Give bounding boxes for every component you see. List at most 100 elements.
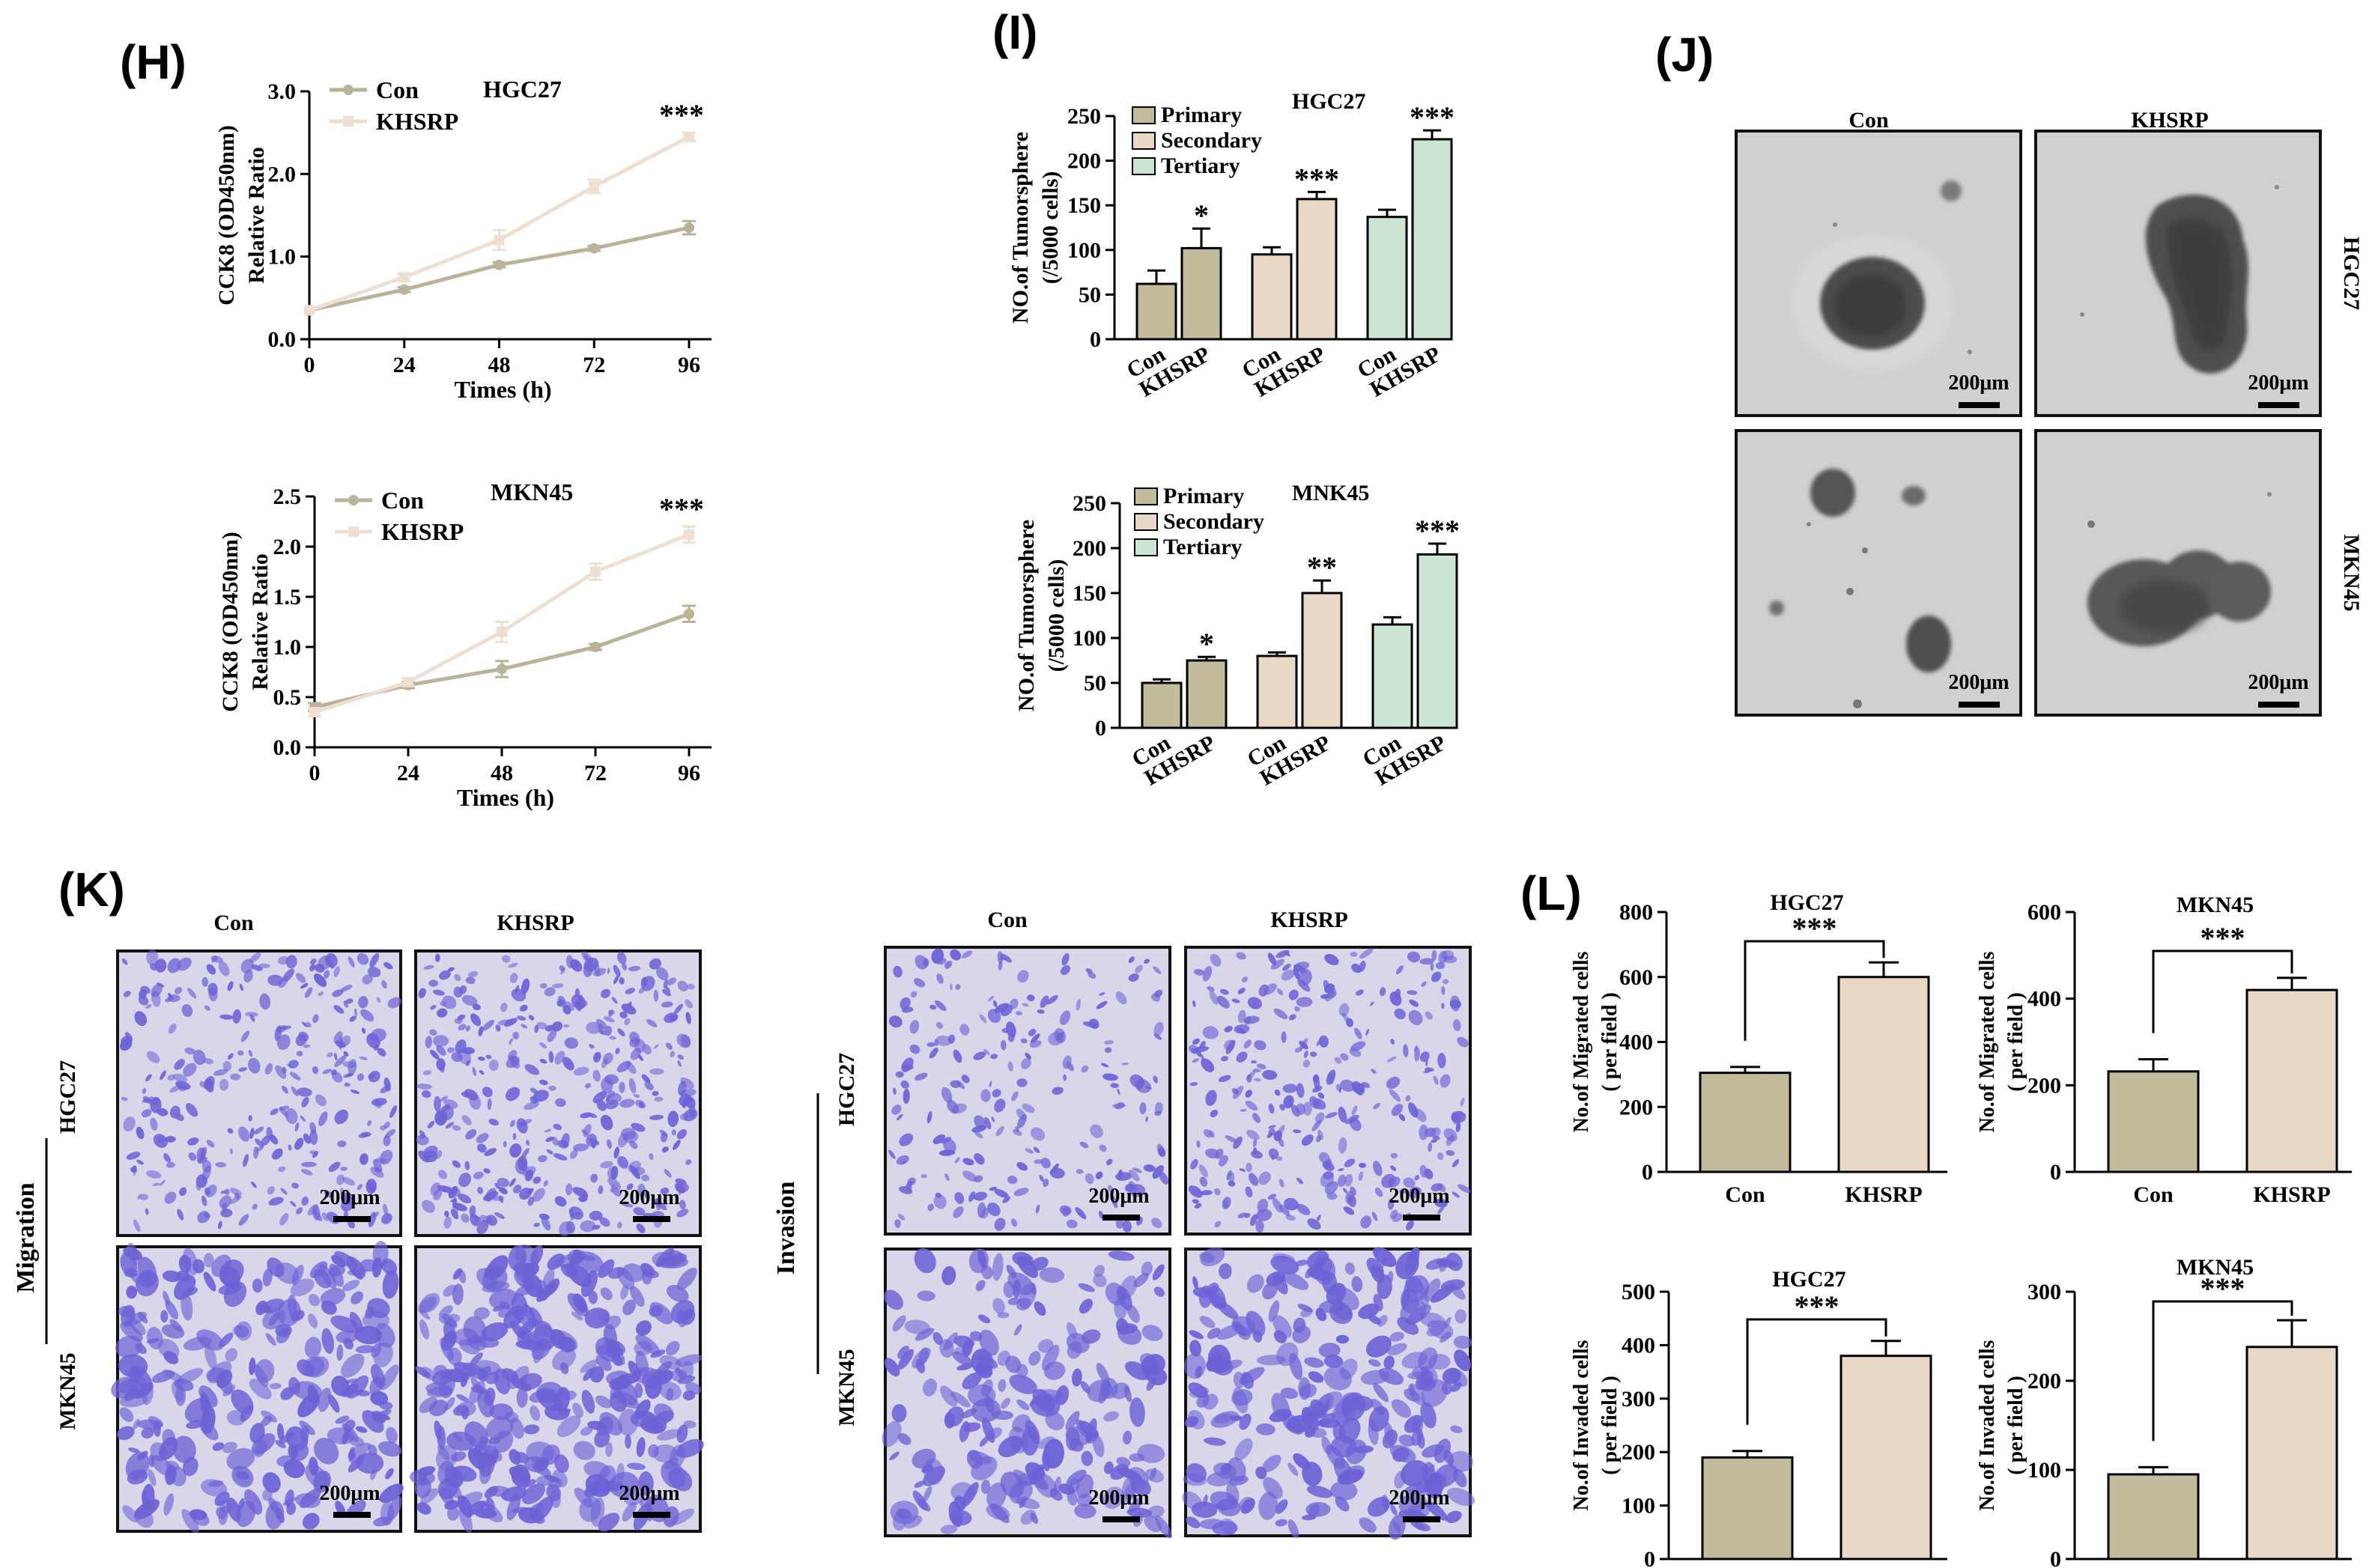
cell: [217, 1221, 222, 1230]
cell: [204, 1076, 215, 1090]
cell: [216, 1507, 227, 1519]
cell: [580, 1426, 593, 1436]
cell: [588, 1290, 598, 1304]
cell: [1117, 1088, 1120, 1096]
cell: [1096, 1362, 1110, 1384]
cell: [301, 1096, 309, 1107]
cell: [971, 1125, 987, 1133]
cell: [160, 1070, 166, 1081]
cell: [1320, 994, 1329, 1000]
cell: [512, 1185, 522, 1194]
cell: [1428, 1354, 1451, 1370]
cell: [1338, 1168, 1344, 1172]
j-scale-label-4: 200μm: [2248, 671, 2308, 694]
cell: [1076, 1474, 1094, 1499]
cell: [621, 1003, 637, 1015]
cell: [1239, 1367, 1265, 1385]
cell: [909, 1044, 920, 1054]
cell: [327, 1052, 333, 1057]
cell: [1408, 1009, 1423, 1026]
cell: [146, 949, 159, 965]
cell: [134, 1011, 148, 1027]
cell: [355, 1426, 368, 1433]
cell: [1066, 1333, 1090, 1354]
cell: [458, 1024, 467, 1031]
cell: [1421, 981, 1427, 987]
cell: [419, 1319, 430, 1340]
cell: [1344, 1262, 1355, 1275]
cell: [1324, 954, 1339, 965]
cell: [1338, 1137, 1347, 1154]
cell: [1387, 1343, 1407, 1355]
cell: [539, 1059, 548, 1064]
cell: [680, 1077, 694, 1089]
cell: [450, 1451, 467, 1462]
cell: [995, 1125, 1004, 1137]
cell: [325, 952, 338, 968]
cell: [1046, 994, 1058, 1005]
cell: [1306, 1485, 1333, 1498]
cell: [280, 1188, 288, 1195]
cell: [637, 1183, 646, 1197]
cell: [220, 1190, 228, 1194]
cell: [203, 1212, 210, 1218]
cell: [1323, 1366, 1352, 1391]
cell: [673, 1140, 681, 1150]
cell: [679, 1200, 686, 1210]
cell: [563, 1024, 569, 1028]
cell: [320, 1288, 346, 1306]
cell: [534, 1024, 539, 1033]
cell: [227, 1053, 234, 1060]
cell: [1340, 1079, 1356, 1093]
cell: [1250, 1150, 1263, 1159]
cell: [889, 1451, 900, 1461]
cell: [264, 1063, 273, 1075]
cell: [955, 984, 961, 990]
cell: [301, 1161, 317, 1167]
y-tick-label: 0.0: [273, 735, 302, 760]
cell: [418, 988, 426, 999]
chart-title: MKN45: [491, 478, 573, 505]
cell: [1258, 1171, 1271, 1185]
cell: [303, 1513, 320, 1530]
cell: [341, 1353, 365, 1378]
data-point: [684, 131, 694, 142]
cell: [583, 957, 599, 972]
k-side-label-invasion: Invasion: [772, 1182, 800, 1275]
cell: [1381, 1173, 1396, 1188]
cell: [1288, 989, 1299, 1000]
cell: [253, 1126, 264, 1135]
cell: [205, 1184, 217, 1197]
cell: [1270, 1255, 1299, 1274]
cell: [581, 1390, 595, 1414]
cell: [443, 1216, 452, 1229]
cell: [952, 1351, 973, 1367]
cell: [1201, 1058, 1215, 1072]
cell: [920, 1173, 927, 1179]
cell: [1035, 1204, 1040, 1214]
cell: [670, 1508, 695, 1525]
cell: [244, 1012, 259, 1017]
cell: [1329, 1075, 1334, 1084]
j-image-mkn45-khsrp: [2034, 429, 2322, 717]
cell: [230, 1073, 241, 1081]
cell: [335, 1415, 350, 1424]
cell: [342, 1429, 351, 1444]
cell: [630, 1410, 657, 1428]
cell: [1006, 1265, 1017, 1279]
cell: [340, 985, 353, 992]
cell: [1246, 1129, 1260, 1140]
cell: [270, 1108, 279, 1116]
cell: [255, 1138, 264, 1148]
cell: [1323, 979, 1329, 990]
cell: [1039, 1175, 1044, 1182]
cell: [641, 1174, 650, 1182]
cell: [1290, 1104, 1300, 1117]
x-axis-label: Times (h): [454, 376, 551, 403]
cell: [973, 1191, 988, 1201]
cell: [902, 1065, 909, 1070]
cell: [897, 1349, 914, 1370]
cell: [552, 983, 564, 988]
cell: [1089, 1018, 1099, 1030]
